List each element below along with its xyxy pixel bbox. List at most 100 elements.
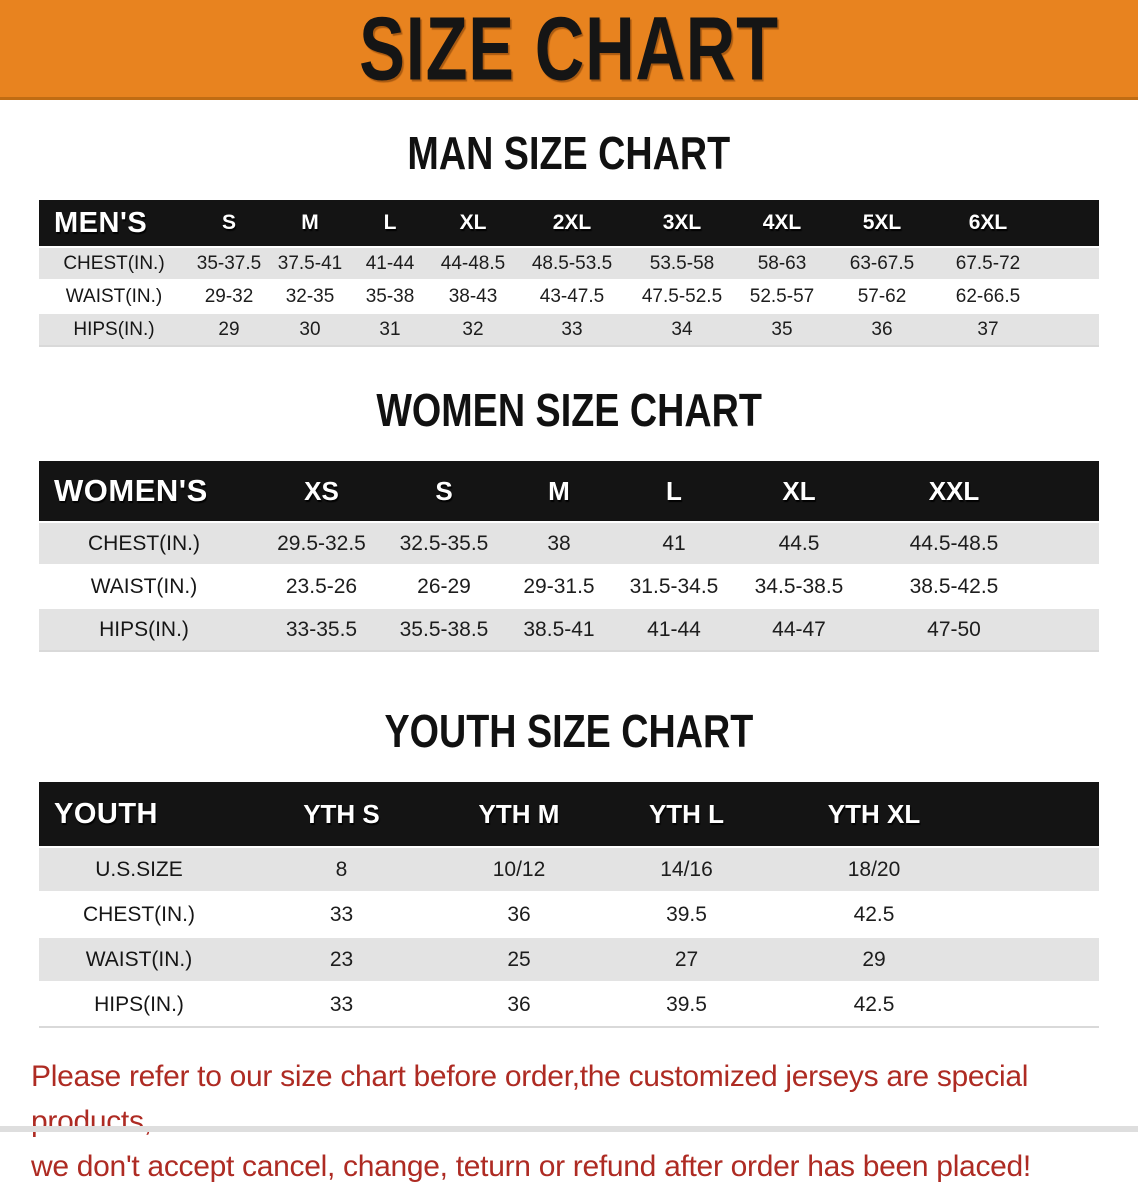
filler-cell [1034, 564, 1099, 607]
row-label: WAIST(IN.) [39, 564, 249, 607]
filler-cell [1039, 246, 1099, 279]
table-cell: 32 [429, 312, 517, 345]
disclaimer-line-2: we don't accept cancel, change, teturn o… [31, 1150, 1031, 1183]
filler-cell [1039, 279, 1099, 312]
men-col-m: M [301, 211, 319, 234]
table-cell: 47.5-52.5 [627, 279, 737, 312]
women-section-heading: WOMEN SIZE CHART [0, 387, 1138, 433]
table-cell: 31 [351, 312, 429, 345]
women-section-heading-text: WOMEN SIZE CHART [376, 384, 762, 436]
row-label: CHEST(IN.) [39, 521, 249, 564]
men-table-label: MEN'S [54, 206, 148, 239]
men-section-heading: MAN SIZE CHART [0, 130, 1138, 176]
table-cell: 36 [444, 981, 594, 1026]
table-cell: 27 [594, 936, 779, 981]
row-label: HIPS(IN.) [39, 607, 249, 650]
disclaimer-line-1: Please refer to our size chart before or… [31, 1060, 1029, 1138]
youth-col-l: YTH L [648, 798, 725, 829]
men-col-6xl: 6XL [968, 211, 1008, 234]
youth-col-m: YTH M [478, 798, 560, 829]
women-table-label: WOMEN'S [54, 473, 208, 508]
women-header-row: WOMEN'S XS S M L XL XXL [39, 461, 1099, 521]
table-cell: 29-31.5 [494, 564, 624, 607]
table-cell: 62-66.5 [937, 279, 1039, 312]
table-cell: 8 [239, 846, 444, 891]
table-cell: 26-29 [394, 564, 494, 607]
youth-chest-row: CHEST(IN.) 33 36 39.5 42.5 [39, 891, 1099, 936]
row-label: U.S.SIZE [39, 846, 239, 891]
table-cell: 36 [444, 891, 594, 936]
table-cell: 29 [779, 936, 969, 981]
youth-ussize-row: U.S.SIZE 8 10/12 14/16 18/20 [39, 846, 1099, 891]
table-cell: 42.5 [779, 981, 969, 1026]
table-cell: 41 [624, 521, 724, 564]
table-cell: 44.5 [724, 521, 874, 564]
filler-cell [1034, 521, 1099, 564]
table-cell: 57-62 [827, 279, 937, 312]
row-label: WAIST(IN.) [39, 936, 239, 981]
table-cell: 37 [937, 312, 1039, 345]
women-col-l: L [666, 475, 682, 506]
table-cell: 43-47.5 [517, 279, 627, 312]
men-col-l: L [383, 211, 397, 234]
youth-section-heading-text: YOUTH SIZE CHART [384, 705, 754, 757]
youth-section-heading: YOUTH SIZE CHART [0, 708, 1138, 754]
table-cell: 32.5-35.5 [394, 521, 494, 564]
table-cell: 30 [269, 312, 351, 345]
men-col-4xl: 4XL [762, 211, 802, 234]
table-cell: 44-47 [724, 607, 874, 650]
youth-hips-row: HIPS(IN.) 33 36 39.5 42.5 [39, 981, 1099, 1026]
table-cell: 44-48.5 [429, 246, 517, 279]
table-cell: 38 [494, 521, 624, 564]
filler-cell [969, 981, 1099, 1026]
row-label: HIPS(IN.) [39, 981, 239, 1026]
banner-title: SIZE CHART [359, 0, 779, 99]
table-cell: 39.5 [594, 981, 779, 1026]
youth-header-row: YOUTH YTH S YTH M YTH L YTH XL [39, 782, 1099, 846]
table-cell: 63-67.5 [827, 246, 937, 279]
table-cell: 38-43 [429, 279, 517, 312]
table-cell: 52.5-57 [737, 279, 827, 312]
youth-col-xl: YTH XL [827, 798, 921, 829]
bottom-edge-strip [0, 1126, 1138, 1132]
filler-cell [1034, 461, 1099, 521]
filler-cell [1039, 200, 1099, 246]
filler-cell [969, 846, 1099, 891]
table-cell: 47-50 [874, 607, 1034, 650]
women-col-m: M [548, 475, 570, 506]
men-size-table: MEN'S S M L XL 2XL 3XL 4XL 5XL 6XL CHEST… [39, 200, 1099, 347]
table-cell: 23.5-26 [249, 564, 394, 607]
table-cell: 58-63 [737, 246, 827, 279]
table-cell: 33 [517, 312, 627, 345]
table-cell: 25 [444, 936, 594, 981]
women-hips-row: HIPS(IN.) 33-35.5 35.5-38.5 38.5-41 41-4… [39, 607, 1099, 650]
table-cell: 38.5-42.5 [874, 564, 1034, 607]
row-label: HIPS(IN.) [39, 312, 189, 345]
women-col-xxl: XXL [928, 475, 980, 506]
table-cell: 32-35 [269, 279, 351, 312]
table-cell: 34 [627, 312, 737, 345]
table-cell: 23 [239, 936, 444, 981]
filler-cell [969, 782, 1099, 846]
size-chart-banner: SIZE CHART [0, 0, 1138, 100]
men-col-5xl: 5XL [862, 211, 902, 234]
women-col-s: S [435, 475, 453, 506]
table-cell: 35-37.5 [189, 246, 269, 279]
men-waist-row: WAIST(IN.) 29-32 32-35 35-38 38-43 43-47… [39, 279, 1099, 312]
table-cell: 29 [189, 312, 269, 345]
table-cell: 29.5-32.5 [249, 521, 394, 564]
women-waist-row: WAIST(IN.) 23.5-26 26-29 29-31.5 31.5-34… [39, 564, 1099, 607]
women-col-xs: XS [304, 475, 339, 506]
youth-col-s: YTH S [303, 798, 380, 829]
women-chest-row: CHEST(IN.) 29.5-32.5 32.5-35.5 38 41 44.… [39, 521, 1099, 564]
row-label: WAIST(IN.) [39, 279, 189, 312]
filler-cell [969, 936, 1099, 981]
table-cell: 31.5-34.5 [624, 564, 724, 607]
table-cell: 41-44 [351, 246, 429, 279]
filler-cell [969, 891, 1099, 936]
table-cell: 53.5-58 [627, 246, 737, 279]
filler-cell [1039, 312, 1099, 345]
youth-size-table: YOUTH YTH S YTH M YTH L YTH XL U.S.SIZE … [39, 782, 1099, 1028]
filler-cell [1034, 607, 1099, 650]
table-cell: 35.5-38.5 [394, 607, 494, 650]
